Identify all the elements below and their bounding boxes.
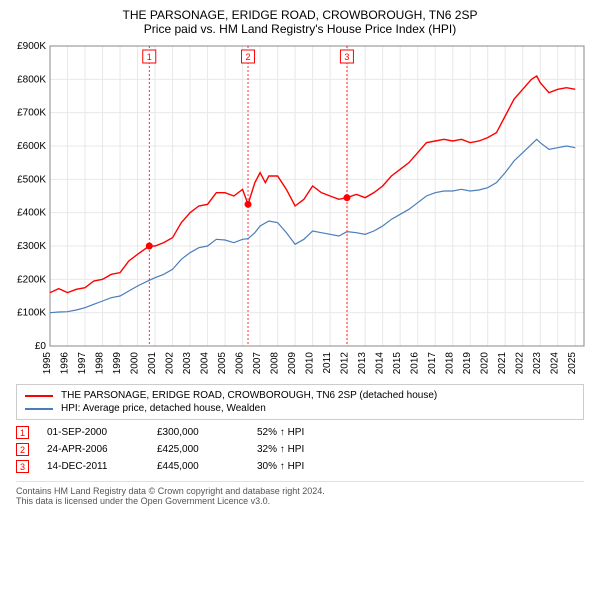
x-tick-label: 2012 xyxy=(340,352,351,375)
x-tick-label: 2000 xyxy=(130,352,141,375)
sales-row: 3 14-DEC-2011£445,00030% ↑ HPI xyxy=(16,458,584,475)
sale-row-date: 14-DEC-2011 xyxy=(47,461,157,472)
legend-swatch xyxy=(25,408,53,410)
x-tick-label: 2010 xyxy=(305,352,316,375)
x-tick-label: 1996 xyxy=(60,352,71,375)
sale-row-hpi: 52% ↑ HPI xyxy=(257,427,357,438)
sale-row-price: £425,000 xyxy=(157,444,257,455)
x-tick-label: 2011 xyxy=(322,352,333,374)
x-tick-label: 1999 xyxy=(112,352,123,375)
x-tick-label: 2020 xyxy=(480,352,491,375)
sale-dot xyxy=(245,201,252,208)
legend-row: THE PARSONAGE, ERIDGE ROAD, CROWBOROUGH,… xyxy=(25,389,575,402)
sales-table: 1 01-SEP-2000£300,00052% ↑ HPI 2 24-APR-200… xyxy=(16,424,584,475)
sale-row-price: £445,000 xyxy=(157,461,257,472)
y-tick-label: £400K xyxy=(17,208,46,219)
sale-dot xyxy=(343,194,350,201)
y-tick-label: £600K xyxy=(17,141,46,152)
legend-row: HPI: Average price, detached house, Weal… xyxy=(25,402,575,415)
x-tick-label: 2015 xyxy=(392,352,403,375)
y-tick-label: £700K xyxy=(17,108,46,119)
x-tick-label: 2009 xyxy=(287,352,298,375)
y-tick-label: £300K xyxy=(17,241,46,252)
x-tick-label: 2023 xyxy=(532,352,543,375)
x-tick-label: 1995 xyxy=(42,352,53,375)
x-tick-label: 2002 xyxy=(165,352,176,375)
x-tick-label: 2001 xyxy=(147,352,158,375)
x-tick-label: 2013 xyxy=(357,352,368,375)
sale-row-date: 24-APR-2006 xyxy=(47,444,157,455)
y-tick-label: £800K xyxy=(17,74,46,85)
sale-row-price: £300,000 xyxy=(157,427,257,438)
chart-svg: £0 £100K £200K £300K £400K £500K £600K £700K £80… xyxy=(8,40,592,380)
x-tick-label: 2025 xyxy=(567,352,578,375)
title-sub: Price paid vs. HM Land Registry's House … xyxy=(8,22,592,36)
price-chart: £0 £100K £200K £300K £400K £500K £600K £700K £80… xyxy=(8,40,592,380)
sale-row-hpi: 30% ↑ HPI xyxy=(257,461,357,472)
legend-swatch xyxy=(25,395,53,397)
x-tick-label: 2017 xyxy=(427,352,438,375)
sales-row: 1 01-SEP-2000£300,00052% ↑ HPI xyxy=(16,424,584,441)
x-tick-label: 2007 xyxy=(252,352,263,375)
legend-label: THE PARSONAGE, ERIDGE ROAD, CROWBOROUGH,… xyxy=(61,390,437,401)
sale-row-marker: 3 xyxy=(16,460,29,473)
x-tick-label: 1998 xyxy=(95,352,106,375)
x-tick-label: 2018 xyxy=(445,352,456,375)
footer: Contains HM Land Registry data © Crown c… xyxy=(16,481,584,506)
sale-row-marker: 2 xyxy=(16,443,29,456)
y-tick-label: £900K xyxy=(17,41,46,52)
x-tick-label: 2022 xyxy=(515,352,526,375)
x-tick-label: 2008 xyxy=(270,352,281,375)
x-tick-label: 1997 xyxy=(77,352,88,375)
x-tick-label: 2004 xyxy=(200,352,211,375)
sale-marker-num: 3 xyxy=(344,52,349,62)
x-tick-label: 2021 xyxy=(497,352,508,375)
footer-line1: Contains HM Land Registry data © Crown c… xyxy=(16,486,584,496)
sale-marker-num: 1 xyxy=(147,52,152,62)
legend-label: HPI: Average price, detached house, Weal… xyxy=(61,403,266,414)
x-tick-label: 2019 xyxy=(462,352,473,375)
sale-marker-num: 2 xyxy=(246,52,251,62)
y-tick-label: £100K xyxy=(17,308,46,319)
x-tick-label: 2024 xyxy=(550,352,561,375)
y-tick-label: £200K xyxy=(17,274,46,285)
x-tick-label: 2014 xyxy=(375,352,386,375)
x-tick-label: 2006 xyxy=(235,352,246,375)
x-tick-label: 2005 xyxy=(217,352,228,375)
sale-row-hpi: 32% ↑ HPI xyxy=(257,444,357,455)
legend: THE PARSONAGE, ERIDGE ROAD, CROWBOROUGH,… xyxy=(16,384,584,420)
footer-line2: This data is licensed under the Open Gov… xyxy=(16,496,584,506)
sale-dot xyxy=(146,243,153,250)
title-main: THE PARSONAGE, ERIDGE ROAD, CROWBOROUGH,… xyxy=(8,8,592,22)
y-tick-label: £500K xyxy=(17,174,46,185)
y-tick-label: £0 xyxy=(35,341,47,352)
sales-row: 2 24-APR-2006£425,00032% ↑ HPI xyxy=(16,441,584,458)
x-tick-label: 2003 xyxy=(182,352,193,375)
x-tick-label: 2016 xyxy=(410,352,421,375)
sale-row-marker: 1 xyxy=(16,426,29,439)
title-block: THE PARSONAGE, ERIDGE ROAD, CROWBOROUGH,… xyxy=(8,8,592,36)
sale-row-date: 01-SEP-2000 xyxy=(47,427,157,438)
